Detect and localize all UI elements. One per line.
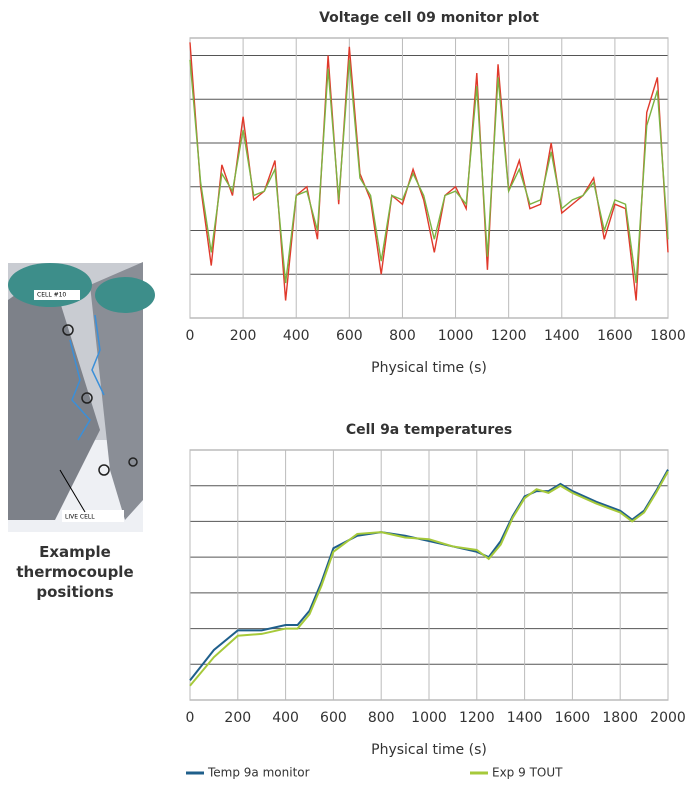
legend-label: Temp 9a monitor xyxy=(207,766,310,780)
x-tick-label: 1400 xyxy=(544,328,580,344)
x-tick-label: 1200 xyxy=(491,328,527,344)
x-tick-label: 800 xyxy=(368,710,395,726)
x-tick-label: 1600 xyxy=(597,328,633,344)
x-tick-label: 0 xyxy=(186,328,195,344)
x-tick-label: 200 xyxy=(224,710,251,726)
x-tick-label: 400 xyxy=(283,328,310,344)
x-axis-label: Physical time (s) xyxy=(371,742,487,758)
figure: CELL #10 LIVE CELL Voltage cell 09 monit… xyxy=(0,0,688,791)
x-tick-label: 600 xyxy=(336,328,363,344)
series-line xyxy=(190,60,668,283)
chart-title: Voltage cell 09 monitor plot xyxy=(319,10,539,26)
image-label: CELL #10 xyxy=(37,292,66,299)
plot-frame xyxy=(190,38,668,318)
x-tick-label: 1000 xyxy=(411,710,447,726)
x-tick-label: 600 xyxy=(320,710,347,726)
x-tick-label: 400 xyxy=(272,710,299,726)
x-tick-label: 200 xyxy=(230,328,257,344)
x-tick-label: 1200 xyxy=(459,710,495,726)
cell-top xyxy=(95,277,155,313)
x-axis-label: Physical time (s) xyxy=(371,360,487,376)
series-line xyxy=(190,42,668,300)
image-label: LIVE CELL xyxy=(65,514,95,521)
x-tick-label: 1800 xyxy=(650,328,686,344)
x-tick-label: 1600 xyxy=(555,710,591,726)
x-tick-label: 1400 xyxy=(507,710,543,726)
thermocouple-image: CELL #10 LIVE CELL xyxy=(8,262,155,532)
x-tick-label: 1800 xyxy=(602,710,638,726)
cell-top xyxy=(8,263,92,307)
chart-title: Cell 9a temperatures xyxy=(346,422,512,438)
x-tick-label: 2000 xyxy=(650,710,686,726)
legend-label: Exp 9 TOUT xyxy=(492,766,563,780)
x-tick-label: 800 xyxy=(389,328,416,344)
x-tick-label: 0 xyxy=(186,710,195,726)
page: CELL #10 LIVE CELL Voltage cell 09 monit… xyxy=(0,0,688,791)
x-tick-label: 1000 xyxy=(438,328,474,344)
image-caption: Example thermocouple positions xyxy=(4,542,146,602)
